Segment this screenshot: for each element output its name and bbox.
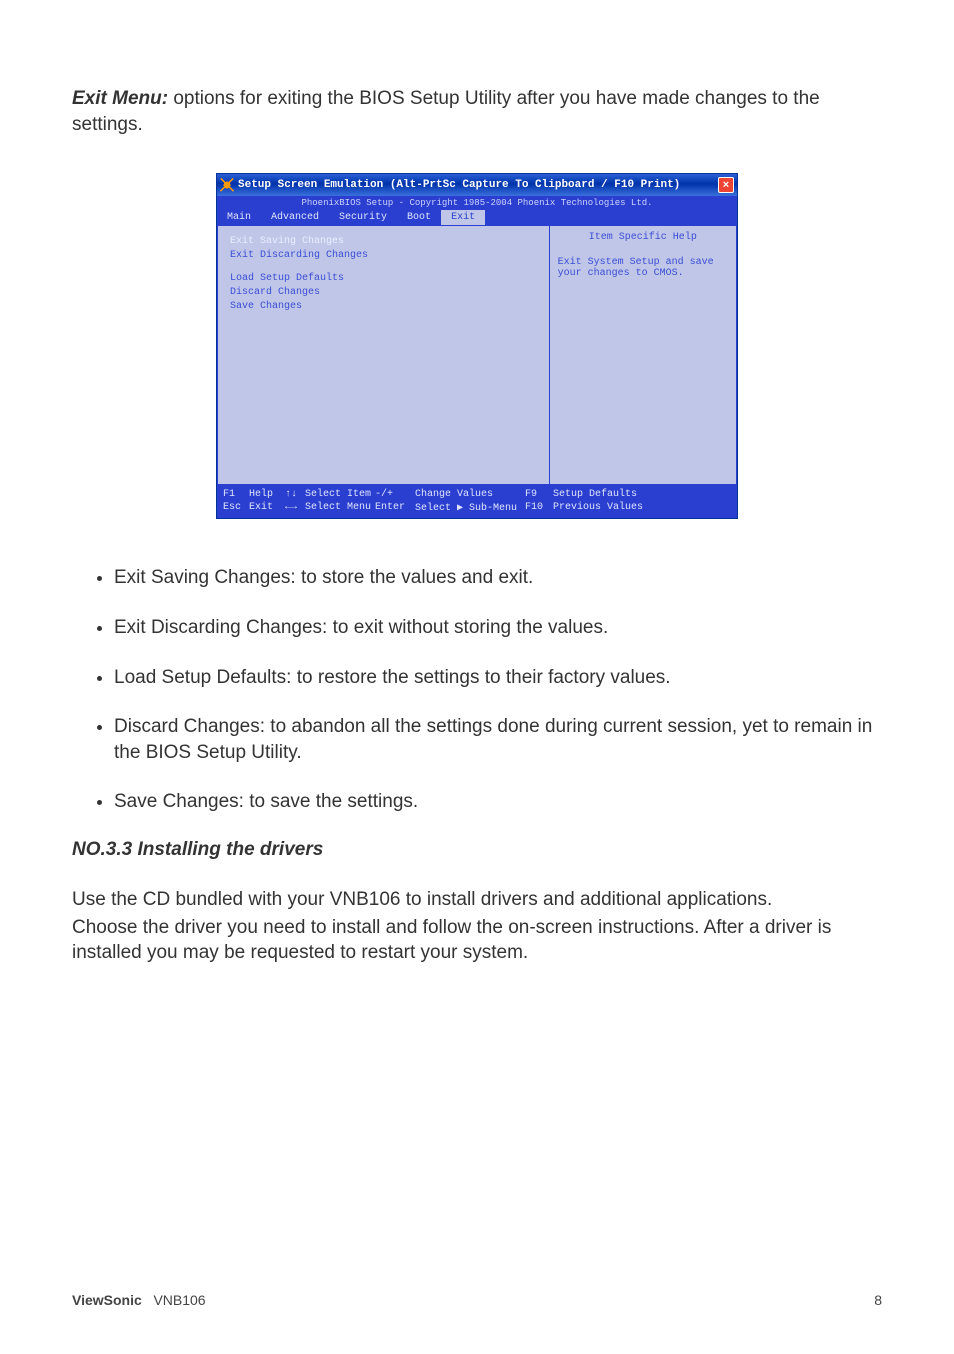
tab-main[interactable]: Main: [217, 210, 261, 225]
footer-page-number: 8: [874, 1292, 882, 1308]
help-body: Exit System Setup and save your changes …: [558, 257, 728, 279]
intro-lead: Exit Menu:: [72, 88, 168, 109]
bios-window: Setup Screen Emulation (Alt-PrtSc Captur…: [216, 173, 738, 519]
bios-menu-list: Exit Saving Changes Exit Discarding Chan…: [217, 225, 549, 485]
footer-key: ←→: [285, 502, 305, 514]
footer-key: ↑↓: [285, 489, 305, 500]
footer-label: Exit: [249, 502, 285, 514]
footer-label: Change Values: [415, 489, 525, 500]
footer-key: -/+: [375, 489, 415, 500]
footer-label: Help: [249, 489, 285, 500]
tab-boot[interactable]: Boot: [397, 210, 441, 225]
menu-item-exit-discarding[interactable]: Exit Discarding Changes: [230, 250, 537, 261]
bios-copyright: PhoenixBIOS Setup - Copyright 1985-2004 …: [217, 196, 737, 210]
tab-exit[interactable]: Exit: [441, 210, 485, 225]
bios-title-text: Setup Screen Emulation (Alt-PrtSc Captur…: [238, 179, 680, 191]
footer-label: Setup Defaults: [553, 489, 731, 500]
footer-key: Enter: [375, 502, 415, 514]
bios-tabs: Main Advanced Security Boot Exit: [217, 210, 737, 225]
close-icon[interactable]: ×: [718, 177, 734, 193]
list-item: Save Changes: to save the settings.: [114, 789, 882, 815]
page-footer: ViewSonic VNB106 8: [72, 1292, 882, 1308]
list-item: Exit Saving Changes: to store the values…: [114, 565, 882, 591]
bios-screenshot: Setup Screen Emulation (Alt-PrtSc Captur…: [72, 173, 882, 519]
menu-item-exit-saving[interactable]: Exit Saving Changes: [230, 236, 537, 247]
footer-label: Select ▶ Sub-Menu: [415, 502, 525, 514]
list-item: Exit Discarding Changes: to exit without…: [114, 615, 882, 641]
menu-item-load-defaults[interactable]: Load Setup Defaults: [230, 273, 537, 284]
help-title: Item Specific Help: [558, 232, 728, 243]
footer-label: Select Menu: [305, 502, 375, 514]
bios-body: Exit Saving Changes Exit Discarding Chan…: [217, 225, 737, 485]
body-paragraph: Use the CD bundled with your VNB106 to i…: [72, 887, 882, 913]
footer-key: F9: [525, 489, 553, 500]
footer-key: F1: [223, 489, 249, 500]
sun-icon: [221, 179, 233, 191]
tab-security[interactable]: Security: [329, 210, 397, 225]
list-item: Load Setup Defaults: to restore the sett…: [114, 665, 882, 691]
footer-label: Select Item: [305, 489, 375, 500]
footer-left: ViewSonic VNB106: [72, 1292, 206, 1308]
bios-titlebar: Setup Screen Emulation (Alt-PrtSc Captur…: [217, 174, 737, 196]
bios-footer: F1 Help ↑↓ Select Item -/+ Change Values…: [217, 485, 737, 518]
section-heading: NO.3.3 Installing the drivers: [72, 839, 882, 861]
list-item: Discard Changes: to abandon all the sett…: [114, 714, 882, 765]
menu-item-save-changes[interactable]: Save Changes: [230, 301, 537, 312]
footer-brand: ViewSonic: [72, 1292, 142, 1308]
bios-help-panel: Item Specific Help Exit System Setup and…: [549, 225, 737, 485]
footer-key: F10: [525, 502, 553, 514]
footer-key: Esc: [223, 502, 249, 514]
body-paragraph: Choose the driver you need to install an…: [72, 915, 882, 966]
intro-paragraph: Exit Menu: options for exiting the BIOS …: [72, 86, 882, 137]
tab-advanced[interactable]: Advanced: [261, 210, 329, 225]
explanation-list: Exit Saving Changes: to store the values…: [72, 565, 882, 815]
menu-item-discard-changes[interactable]: Discard Changes: [230, 287, 537, 298]
footer-model: VNB106: [153, 1292, 205, 1308]
footer-label: Previous Values: [553, 502, 731, 514]
intro-rest: options for exiting the BIOS Setup Utili…: [72, 88, 820, 135]
